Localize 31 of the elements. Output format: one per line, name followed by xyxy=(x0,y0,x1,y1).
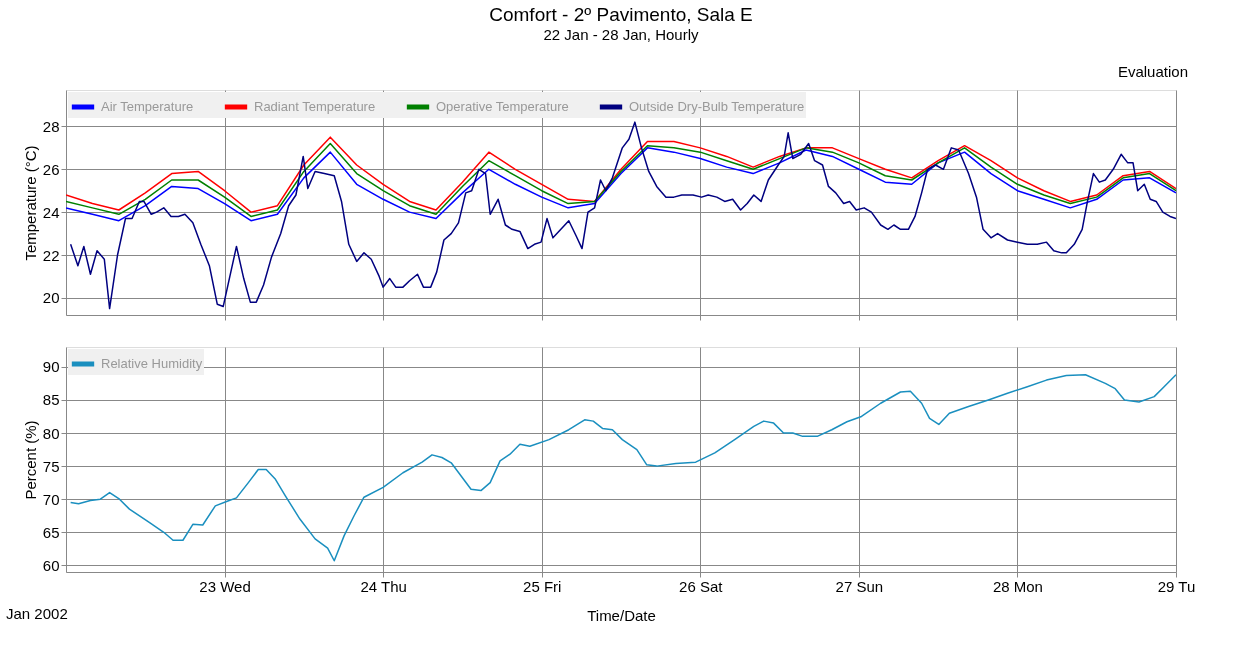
y-tick-label: 80 xyxy=(42,424,60,442)
legend-label: Relative Humidity xyxy=(101,356,203,371)
y-tick-label: 85 xyxy=(42,391,60,409)
y-tick-label: 90 xyxy=(42,358,60,376)
y-tick-label: 26 xyxy=(42,160,60,178)
x-tick-label: 28 Mon xyxy=(992,577,1043,595)
y-tick-label: 22 xyxy=(42,246,60,264)
legend-label: Radiant Temperature xyxy=(254,99,376,114)
y-tick-label: 24 xyxy=(42,203,60,221)
chart-subtitle: 22 Jan - 28 Jan, Hourly xyxy=(543,26,700,43)
x-tick-label: 27 Sun xyxy=(835,577,884,595)
x-tick-label: 25 Fri xyxy=(523,577,562,595)
y-tick-label: 70 xyxy=(42,490,60,508)
text: Jan 2002 xyxy=(6,605,68,622)
x-tick-label: 23 Wed xyxy=(199,577,251,595)
y-tick-label: 20 xyxy=(42,289,60,307)
y-axis-title: Temperature (°C) xyxy=(21,145,39,261)
x-tick-label: 24 Thu xyxy=(360,577,407,595)
legend-label: Air Temperature xyxy=(101,99,194,114)
x-tick-label: 26 Sat xyxy=(679,577,724,595)
x-tick-label: 29 Tu xyxy=(1157,577,1196,595)
text: Evaluation xyxy=(1117,63,1188,80)
y-tick-label: 60 xyxy=(42,556,60,574)
chart-title: Comfort - 2º Pavimento, Sala E xyxy=(489,4,753,25)
y-axis-title: Percent (%) xyxy=(21,420,39,500)
x-axis-title: Time/Date xyxy=(587,606,656,624)
legend-label: Operative Temperature xyxy=(436,99,569,114)
y-tick-label: 28 xyxy=(42,117,60,135)
legend-label: Outside Dry-Bulb Temperature xyxy=(629,99,805,114)
y-tick-label: 75 xyxy=(42,457,60,475)
y-tick-label: 65 xyxy=(42,523,60,541)
